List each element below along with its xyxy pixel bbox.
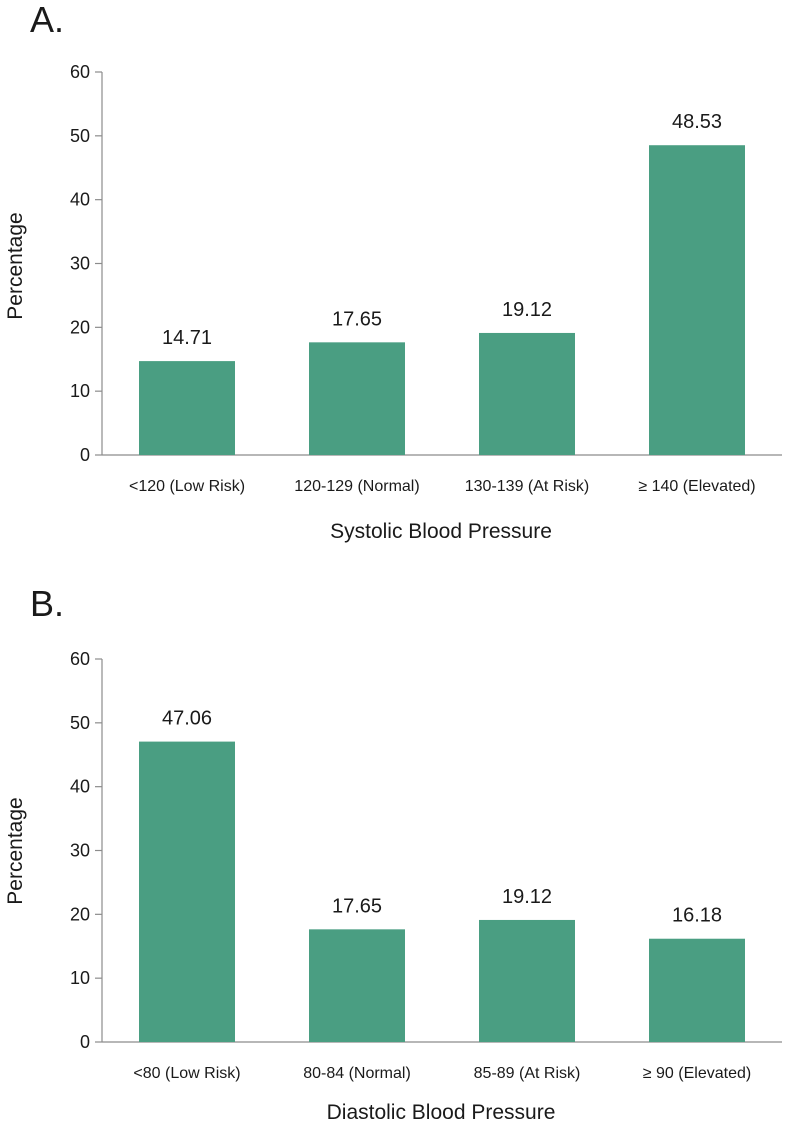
chart-panel-b: B. Percentage Diastolic Blood Pressure 0…: [4, 583, 782, 1124]
y-axis-title-a: Percentage: [4, 212, 27, 319]
bar-a-2: [309, 342, 405, 455]
x-tick-label: 130-139 (At Risk): [465, 478, 590, 495]
chart-panel-a: A. Percentage Systolic Blood Pressure 0 1…: [4, 0, 782, 543]
y-axis-title-b: Percentage: [4, 797, 27, 904]
y-tick-label: 30: [70, 841, 90, 861]
data-label: 48.53: [672, 111, 722, 133]
y-tick-label: 60: [70, 649, 90, 669]
data-label: 17.65: [332, 308, 382, 330]
y-tick-label: 50: [70, 126, 90, 146]
bar-b-1: [139, 741, 235, 1042]
data-label: 17.65: [332, 895, 382, 917]
bar-b-4: [649, 938, 745, 1042]
x-tick-label: ≥ 90 (Elevated): [643, 1065, 751, 1082]
x-tick-label: 120-129 (Normal): [294, 478, 419, 495]
y-tick-label: 50: [70, 713, 90, 733]
y-tick-label: 20: [70, 317, 90, 337]
y-tick-label: 30: [70, 254, 90, 274]
y-tick-label: 10: [70, 968, 90, 988]
x-tick-label: 80-84 (Normal): [303, 1065, 411, 1082]
x-axis-title-a: Systolic Blood Pressure: [330, 520, 552, 543]
bar-a-4: [649, 145, 745, 455]
bar-a-3: [479, 332, 575, 455]
bar-b-3: [479, 919, 575, 1042]
panel-label-b: B.: [30, 583, 64, 624]
x-tick-label: 85-89 (At Risk): [474, 1065, 581, 1082]
data-label: 14.71: [162, 327, 212, 349]
y-tick-label: 40: [70, 190, 90, 210]
marks-b: 0 10 20 30 40 50 60 47.06 <80 (Low Risk) 17.65 80-…: [70, 649, 751, 1082]
y-tick-label: 0: [80, 1032, 90, 1052]
bar-a-1: [139, 361, 235, 455]
x-tick-label: ≥ 140 (Elevated): [638, 478, 755, 495]
x-axis-title-b: Diastolic Blood Pressure: [327, 1101, 556, 1124]
bar-b-2: [309, 929, 405, 1042]
y-tick-label: 20: [70, 904, 90, 924]
y-tick-label: 10: [70, 381, 90, 401]
data-label: 19.12: [502, 299, 552, 321]
data-label: 47.06: [162, 708, 212, 730]
marks-a: 0 10 20 30 40 50 60 14.71 <120 (Low Risk) 17.65 12…: [70, 62, 756, 495]
y-tick-label: 0: [80, 445, 90, 465]
data-label: 19.12: [502, 886, 552, 908]
y-tick-label: 40: [70, 777, 90, 797]
data-label: 16.18: [672, 905, 722, 927]
x-tick-label: <80 (Low Risk): [133, 1065, 240, 1082]
panel-label-a: A.: [30, 0, 64, 40]
x-tick-label: <120 (Low Risk): [129, 478, 245, 495]
y-tick-label: 60: [70, 62, 90, 82]
